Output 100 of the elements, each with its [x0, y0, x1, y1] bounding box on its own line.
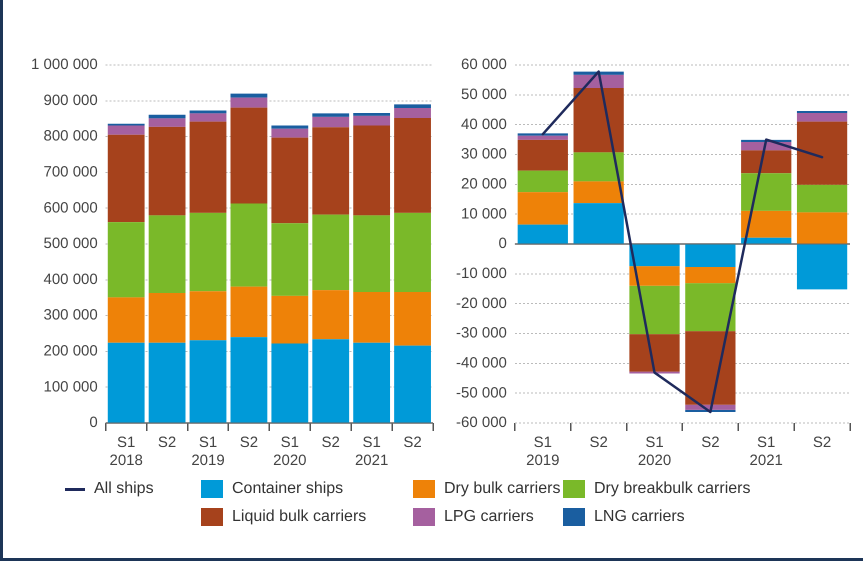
bar — [353, 112, 390, 116]
bar — [574, 203, 624, 244]
bar — [312, 127, 350, 215]
legend-label: LPG carriers — [444, 508, 534, 526]
legend-label: Liquid bulk carriers — [232, 508, 366, 526]
bar — [518, 170, 568, 192]
bar — [741, 238, 792, 244]
y-tick-label: 10 000 — [460, 205, 507, 222]
bar — [271, 128, 308, 138]
x-tick-label: S1 2018 — [110, 434, 143, 470]
bar — [574, 152, 624, 182]
bar — [685, 244, 736, 267]
bar — [796, 184, 848, 212]
y-tick-label: -10 000 — [456, 264, 507, 282]
bar — [271, 126, 308, 129]
bar — [685, 331, 736, 405]
bar — [148, 114, 186, 118]
bar — [108, 134, 145, 222]
x-tick-label: S1 2019 — [526, 434, 560, 470]
y-tick-label: 200 000 — [43, 342, 98, 360]
bar — [796, 212, 848, 244]
x-tick-label: S2 — [403, 434, 422, 452]
bar — [353, 342, 390, 422]
bar — [518, 136, 568, 140]
bar — [148, 126, 186, 216]
legend-label: Dry bulk carriers — [444, 480, 560, 498]
y-tick-label: 0 — [89, 414, 98, 432]
bar — [796, 113, 848, 122]
y-tick-label: 100 000 — [43, 378, 98, 396]
bar — [574, 88, 624, 152]
bar — [190, 113, 226, 122]
bar — [190, 340, 226, 422]
x-tick-label: S2 — [701, 434, 720, 452]
bar — [394, 108, 431, 118]
bar — [629, 334, 680, 372]
bar — [574, 72, 624, 75]
bar — [629, 244, 680, 266]
bar — [108, 342, 145, 422]
bar — [741, 210, 792, 238]
bar — [271, 344, 308, 422]
bar — [518, 192, 568, 225]
bar — [394, 104, 431, 108]
bar — [230, 337, 268, 422]
bar — [629, 266, 680, 286]
bar — [741, 150, 792, 174]
y-tick-label: 60 000 — [460, 56, 507, 74]
y-tick-label: 30 000 — [460, 146, 507, 163]
legend-label: LNG carriers — [594, 508, 685, 526]
y-tick-label: 1 000 000 — [30, 56, 98, 74]
y-tick-label: -50 000 — [456, 384, 507, 402]
bar — [518, 224, 568, 244]
bar — [741, 173, 792, 211]
bar — [230, 98, 268, 108]
bar — [190, 291, 226, 340]
bar — [629, 286, 680, 334]
bar — [148, 293, 186, 343]
bar — [312, 214, 350, 290]
x-tick-label: S2 — [240, 434, 258, 452]
y-tick-label: 40 000 — [460, 116, 507, 133]
x-tick-label: S2 — [812, 434, 832, 452]
y-tick-label: 50 000 — [460, 86, 507, 103]
y-tick-label: -20 000 — [456, 294, 507, 312]
bar — [271, 223, 308, 296]
x-tick-label: S2 — [158, 434, 176, 452]
bar — [108, 297, 145, 343]
y-tick-label: 0 — [498, 235, 507, 252]
bar — [230, 108, 268, 204]
y-tick-label: 800 000 — [43, 128, 98, 145]
y-tick-label: 600 000 — [43, 199, 98, 216]
bar — [394, 292, 431, 346]
legend-label: All ships — [94, 480, 154, 498]
bar — [312, 113, 350, 117]
bar — [574, 181, 624, 204]
y-tick-label: 900 000 — [43, 92, 98, 109]
bar — [394, 118, 431, 213]
bar — [271, 138, 308, 224]
x-tick-label: S1 2021 — [354, 434, 388, 470]
legend-label: Container ships — [232, 480, 344, 498]
bar — [108, 222, 145, 298]
x-tick-label: S1 2020 — [273, 434, 307, 470]
bar — [685, 266, 736, 284]
bar — [271, 296, 308, 344]
bar — [190, 122, 226, 213]
bar — [148, 118, 186, 127]
bar — [353, 126, 390, 216]
y-tick-label: 20 000 — [460, 175, 507, 192]
bar — [190, 212, 226, 292]
x-tick-label: S2 — [589, 434, 608, 452]
x-tick-label: S1 2020 — [638, 434, 672, 470]
bar — [394, 346, 431, 422]
x-tick-label: S1 2019 — [191, 434, 225, 470]
bar — [108, 126, 145, 135]
y-tick-label: 700 000 — [43, 164, 98, 181]
legend-label: Dry breakbulk carriers — [594, 480, 750, 498]
bar — [353, 116, 390, 126]
bar — [394, 212, 431, 292]
y-tick-label: -30 000 — [456, 324, 507, 342]
y-tick-label: -40 000 — [456, 354, 507, 372]
bar — [230, 204, 268, 287]
bar — [353, 292, 390, 343]
